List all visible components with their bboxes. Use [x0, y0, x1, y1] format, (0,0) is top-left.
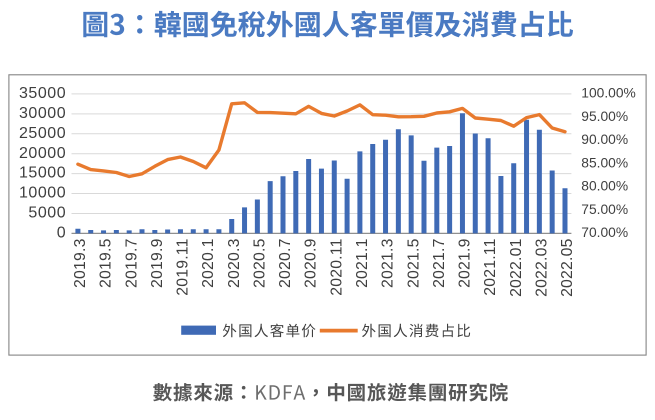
svg-text:2021.11: 2021.11 [482, 238, 499, 295]
svg-text:2019.11: 2019.11 [175, 238, 192, 295]
svg-text:2021.9: 2021.9 [457, 238, 474, 288]
svg-text:2019.9: 2019.9 [149, 238, 166, 288]
svg-text:2020.5: 2020.5 [251, 238, 268, 288]
svg-text:70.00%: 70.00% [581, 225, 628, 240]
svg-text:20000: 20000 [19, 145, 66, 162]
svg-text:35000: 35000 [19, 85, 66, 102]
svg-text:0: 0 [57, 225, 66, 242]
svg-text:2022.01: 2022.01 [508, 238, 525, 297]
svg-text:10000: 10000 [19, 185, 66, 202]
svg-text:95.00%: 95.00% [581, 109, 628, 124]
svg-text:2020.7: 2020.7 [277, 238, 294, 288]
svg-text:25000: 25000 [19, 125, 66, 142]
svg-text:80.00%: 80.00% [581, 179, 628, 194]
svg-text:85.00%: 85.00% [581, 155, 628, 170]
svg-text:15000: 15000 [19, 165, 66, 182]
svg-text:2021.5: 2021.5 [405, 238, 422, 288]
svg-text:2022.05: 2022.05 [559, 238, 576, 297]
svg-text:2019.3: 2019.3 [72, 238, 89, 288]
svg-text:100.00%: 100.00% [581, 86, 635, 101]
svg-text:2020.11: 2020.11 [328, 238, 345, 295]
svg-text:2022.03: 2022.03 [533, 238, 550, 297]
svg-text:30000: 30000 [19, 105, 66, 122]
svg-text:2019.5: 2019.5 [98, 238, 115, 288]
svg-text:2020.9: 2020.9 [303, 238, 320, 288]
svg-text:2021.1: 2021.1 [354, 238, 371, 288]
svg-text:90.00%: 90.00% [581, 132, 628, 147]
svg-text:2021.3: 2021.3 [380, 238, 397, 288]
svg-text:2020.1: 2020.1 [200, 238, 217, 288]
svg-text:2020.3: 2020.3 [226, 238, 243, 288]
svg-text:5000: 5000 [28, 205, 66, 222]
svg-text:2019.7: 2019.7 [123, 238, 140, 288]
svg-text:75.00%: 75.00% [581, 202, 628, 217]
svg-text:2021.7: 2021.7 [431, 238, 448, 288]
